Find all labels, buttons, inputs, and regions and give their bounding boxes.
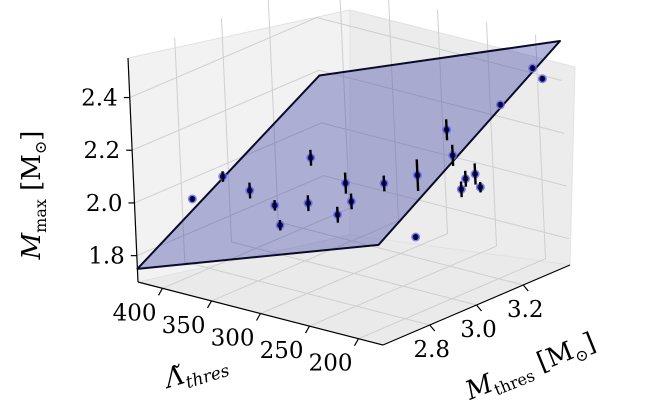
svg-text:Mmax [M⊙]: Mmax [M⊙] [17,131,50,261]
plane-layer [136,40,561,270]
z-tick-label: 1.8 [88,244,125,270]
error-bar [248,182,252,199]
z-axis-line [127,57,139,283]
y-tick-mark [157,288,164,296]
grid-line-y [211,0,400,302]
error-bar [473,163,477,185]
y-tick-label: 300 [211,326,255,352]
error-bar [382,175,386,192]
x-tick-label: 2.8 [413,337,450,363]
error-bar [459,181,463,198]
grid-line-y [358,34,547,340]
grid-line-z [131,69,565,151]
y-tick-mark [353,338,360,346]
x-tick-mark [429,324,436,332]
y-tick-label: 200 [309,351,353,377]
grid-lines [129,0,569,340]
y-tick-label: 350 [162,313,206,339]
grid-line-x [221,17,477,306]
error-bar [444,119,449,141]
z-tick-label: 2.0 [86,191,123,217]
error-bar [349,193,353,210]
x-tick-label: 3.2 [507,297,544,323]
y-tick-label: 400 [113,300,157,326]
grid-line-z [136,175,569,257]
error-bar [463,170,468,187]
x-tick-mark [476,304,482,312]
y-tick-mark [206,300,213,309]
y-axis-label: Λ̃thres [159,347,232,399]
back-panes [127,9,576,346]
y-tick-mark [304,325,311,334]
error-bar [309,149,313,166]
y-tick-label: 250 [260,338,304,364]
grid-line-x [174,37,430,326]
grid-line-z [129,17,562,98]
error-bar [451,144,455,166]
error-bar [343,172,348,194]
z-tick-label: 2.2 [84,138,121,164]
error-bar [415,159,420,192]
grid-line-y [162,0,351,289]
z-tick-label: 2.4 [81,86,118,112]
grid-line-y [309,22,498,327]
points-layer [187,63,547,242]
z-axis-label: Mmax [M⊙] [17,131,50,261]
y-tick-mark [255,313,262,321]
error-bar [336,206,340,223]
x-tick-label: 3.0 [460,317,497,343]
svg-text:Λ̃thres: Λ̃thres [159,347,232,399]
grid-line-y [260,9,449,314]
grid-line-z [134,122,567,204]
x-tick-mark [522,284,529,292]
fit-plane [136,40,561,270]
error-bar [306,195,310,212]
ticks: 1.8 2.0 2.2 2.4 400 350 300 250 200 2.8 3.0 3.2 [81,86,543,377]
